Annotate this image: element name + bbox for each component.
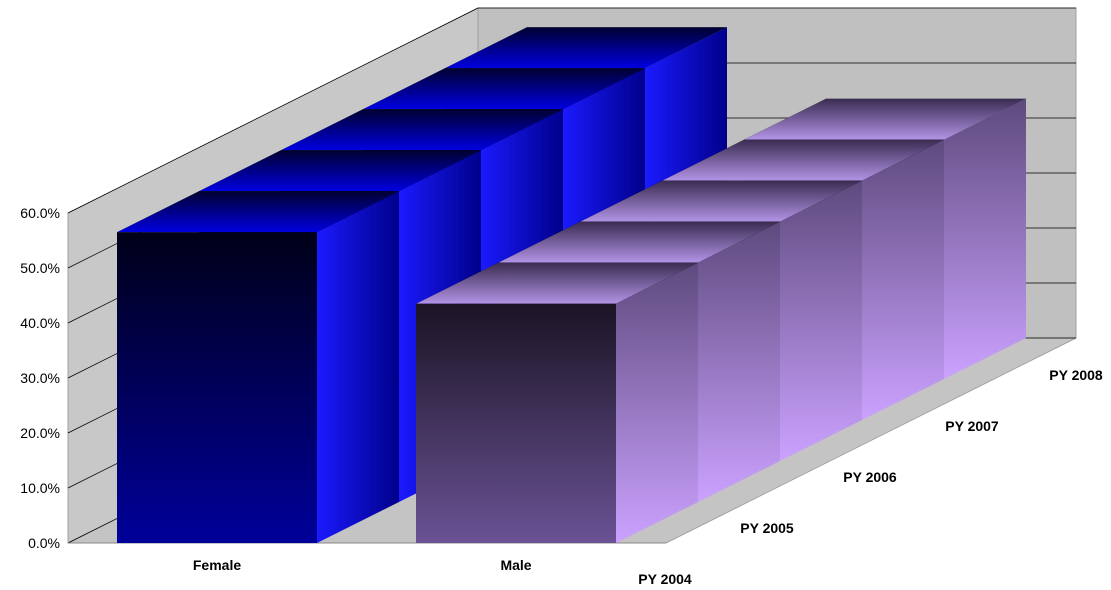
y-tick-label: 60.0% bbox=[20, 205, 60, 221]
depth-category-label: PY 2004 bbox=[638, 571, 692, 587]
depth-axis-labels: PY 2004 PY 2005 PY 2006 PY 2007 PY 2008 bbox=[638, 367, 1103, 587]
bar-side bbox=[616, 262, 698, 543]
bars bbox=[116, 27, 1027, 543]
x-axis-labels: Female Male bbox=[193, 557, 532, 573]
y-tick-label: 30.0% bbox=[20, 370, 60, 386]
bar-side bbox=[862, 139, 944, 420]
bar-side bbox=[698, 221, 780, 502]
y-tick-label: 10.0% bbox=[20, 480, 60, 496]
bar bbox=[116, 191, 400, 543]
bar-side bbox=[780, 180, 862, 461]
y-tick-label: 0.0% bbox=[28, 535, 60, 551]
y-axis-ticks: 0.0% 10.0% 20.0% 30.0% 40.0% 50.0% 60.0% bbox=[20, 205, 60, 551]
bar-front bbox=[416, 303, 616, 543]
y-tick-label: 20.0% bbox=[20, 425, 60, 441]
x-category-label: Female bbox=[193, 557, 241, 573]
bar-side bbox=[944, 98, 1026, 379]
bar-side bbox=[317, 191, 399, 543]
bar bbox=[415, 262, 699, 543]
gridline-left bbox=[67, 7, 479, 214]
y-tick-label: 50.0% bbox=[20, 260, 60, 276]
bar-front bbox=[117, 232, 317, 543]
depth-category-label: PY 2007 bbox=[945, 418, 999, 434]
depth-category-label: PY 2008 bbox=[1049, 367, 1103, 383]
depth-category-label: PY 2006 bbox=[843, 469, 897, 485]
y-tick-label: 40.0% bbox=[20, 315, 60, 331]
x-category-label: Male bbox=[500, 557, 531, 573]
depth-category-label: PY 2005 bbox=[740, 520, 794, 536]
